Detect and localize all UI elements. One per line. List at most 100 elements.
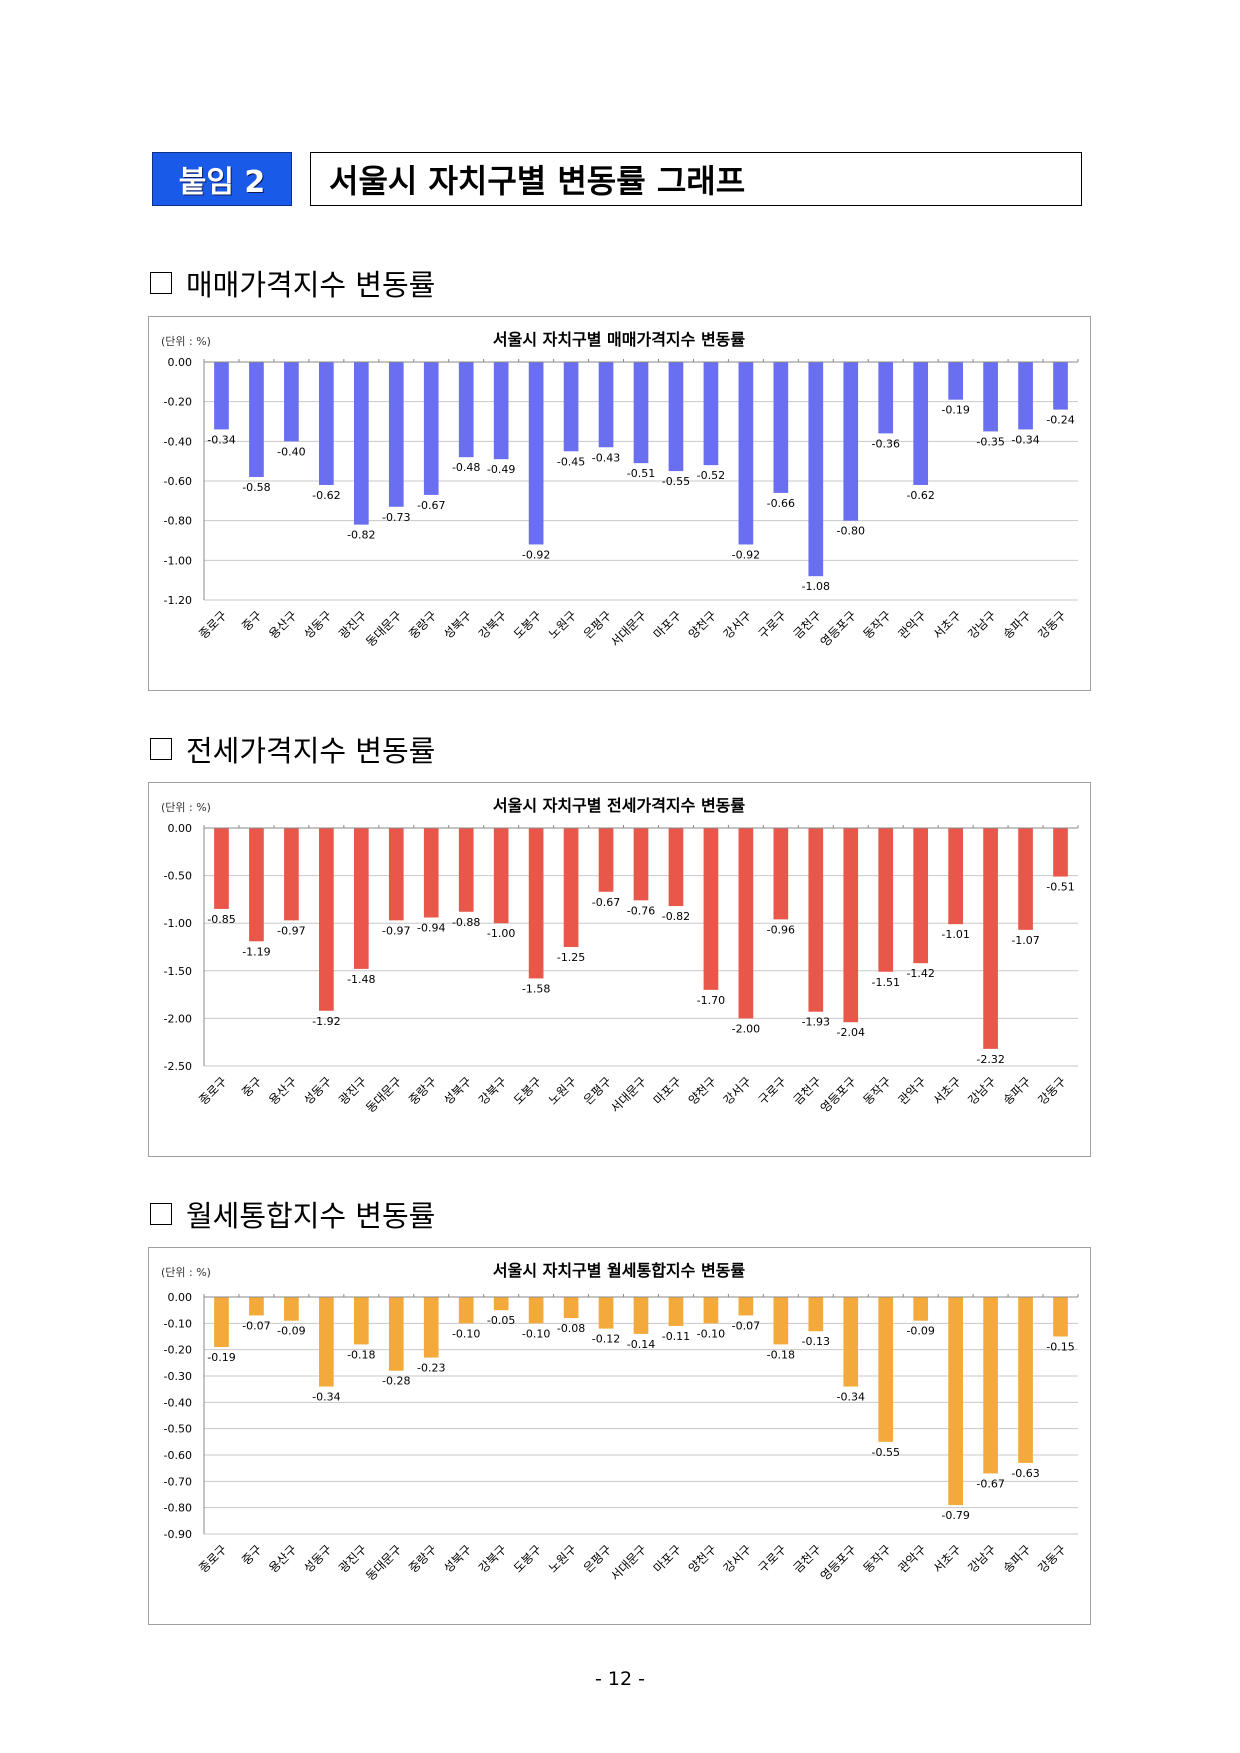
bar [1053,362,1068,410]
bar [319,1297,334,1387]
x-tick-label: 동작구 [861,1542,894,1575]
data-label: -0.67 [417,499,445,512]
bar [249,828,264,942]
jeonse-price-chart: (단위 : %) 서울시 자치구별 전세가격지수 변동률 0.00 -0.50 -1.0… [161,796,1079,1115]
data-label: -0.62 [906,489,934,502]
chart-frame-sale: (단위 : %) 서울시 자치구별 매매가격지수 변동률 0.00 -0.20 -0.4… [148,316,1091,691]
data-label: -0.51 [627,467,655,480]
bar [913,1297,929,1321]
bar [738,362,754,545]
y-tick-label: -0.20 [164,396,192,409]
x-tick-label: 송파구 [1000,1074,1033,1107]
unit-label: (단위 : %) [161,801,211,814]
x-tick-label: 영등포구 [818,1542,859,1583]
x-tick-label: 강북구 [476,1074,509,1107]
x-tick-label: 도봉구 [511,1542,544,1575]
data-label: -0.92 [732,548,760,561]
bar [284,1297,299,1321]
bar [633,828,649,901]
data-label: -1.58 [522,982,550,995]
bar [843,1297,859,1387]
data-label: -0.45 [557,455,585,468]
data-label: -1.70 [697,994,725,1007]
data-label: -0.52 [697,469,725,482]
bar [878,828,894,972]
data-label: -1.25 [557,951,585,964]
x-tick-label: 용산구 [266,608,299,641]
bar [353,1297,369,1345]
checkbox-icon [150,272,172,294]
x-tick-label: 강서구 [721,1074,754,1107]
bar [983,828,998,1049]
x-tick-label: 동대문구 [363,1074,404,1115]
x-tick-label: 도봉구 [511,1074,544,1107]
x-tick-label: 은평구 [581,1542,614,1575]
x-tick-label: 관악구 [895,1074,928,1107]
x-tick-label: 성북구 [441,608,474,641]
bar [1053,828,1068,877]
x-tick-label: 서대문구 [608,608,649,649]
x-tick-label: 동작구 [861,1074,894,1107]
x-tick-label: 서대문구 [608,1542,649,1583]
x-tick-label: 성북구 [441,1074,474,1107]
bar [703,1297,719,1324]
x-tick-label: 성동구 [301,608,334,641]
data-label: -0.58 [242,481,270,494]
x-tick-label: 마포구 [651,1074,684,1107]
x-tick-label: 구로구 [756,1542,789,1575]
data-label: -0.09 [277,1325,305,1338]
data-label: -0.79 [941,1509,969,1522]
y-tick-label: -0.20 [164,1344,192,1357]
x-tick-label: 노원구 [546,608,579,641]
x-tick-label: 성동구 [301,1074,334,1107]
bar [773,362,789,493]
bar [948,828,963,925]
data-label: -0.19 [207,1351,235,1364]
x-tick-label: 영등포구 [818,1074,859,1115]
x-tick-label: 서초구 [930,608,963,641]
data-label: -0.18 [347,1348,375,1361]
data-label: -0.10 [452,1327,480,1340]
chart-frame-jeonse: (단위 : %) 서울시 자치구별 전세가격지수 변동률 0.00 -0.50 -1.0… [148,782,1091,1157]
x-tick-label: 종로구 [196,608,229,641]
data-label: -0.66 [767,497,795,510]
data-label: -0.63 [1011,1467,1039,1480]
x-tick-label: 강동구 [1035,1074,1068,1107]
x-tick-label: 구로구 [756,608,789,641]
bar [214,828,229,909]
page-title: 서울시 자치구별 변동률 그래프 [310,152,1082,206]
data-label: -2.04 [837,1026,865,1039]
data-label: -1.01 [941,928,969,941]
page-number: - 12 - [595,1668,645,1690]
bar [214,1297,229,1348]
bar [249,1297,264,1316]
bar [668,1297,684,1326]
x-tick-label: 용산구 [266,1074,299,1107]
bar [319,362,334,485]
data-label: -0.85 [207,913,235,926]
x-tick-label: 마포구 [651,608,684,641]
bar [528,1297,544,1324]
x-tick-label: 관악구 [895,1542,928,1575]
data-label: -0.80 [837,525,865,538]
y-tick-label: -0.70 [164,1475,192,1488]
y-tick-label: -1.00 [164,554,192,567]
data-label: -0.67 [976,1477,1004,1490]
section-heading-sale: 매매가격지수 변동률 [150,262,435,304]
section-heading-label: 매매가격지수 변동률 [186,268,436,302]
bar [878,1297,894,1442]
bar [738,1297,754,1316]
bar [843,828,859,1023]
x-tick-label: 송파구 [1000,608,1033,641]
data-label: -0.12 [592,1333,620,1346]
bar [913,828,929,964]
data-label: -0.10 [522,1327,550,1340]
y-tick-label: -0.40 [164,1396,192,1409]
y-tick-label: -2.50 [164,1060,192,1073]
bar [528,828,544,979]
x-tick-label: 금천구 [790,1074,824,1108]
x-tick-label: 서초구 [930,1074,963,1107]
data-label: -2.00 [732,1022,760,1035]
bar [1053,1297,1068,1337]
bar [948,362,963,400]
